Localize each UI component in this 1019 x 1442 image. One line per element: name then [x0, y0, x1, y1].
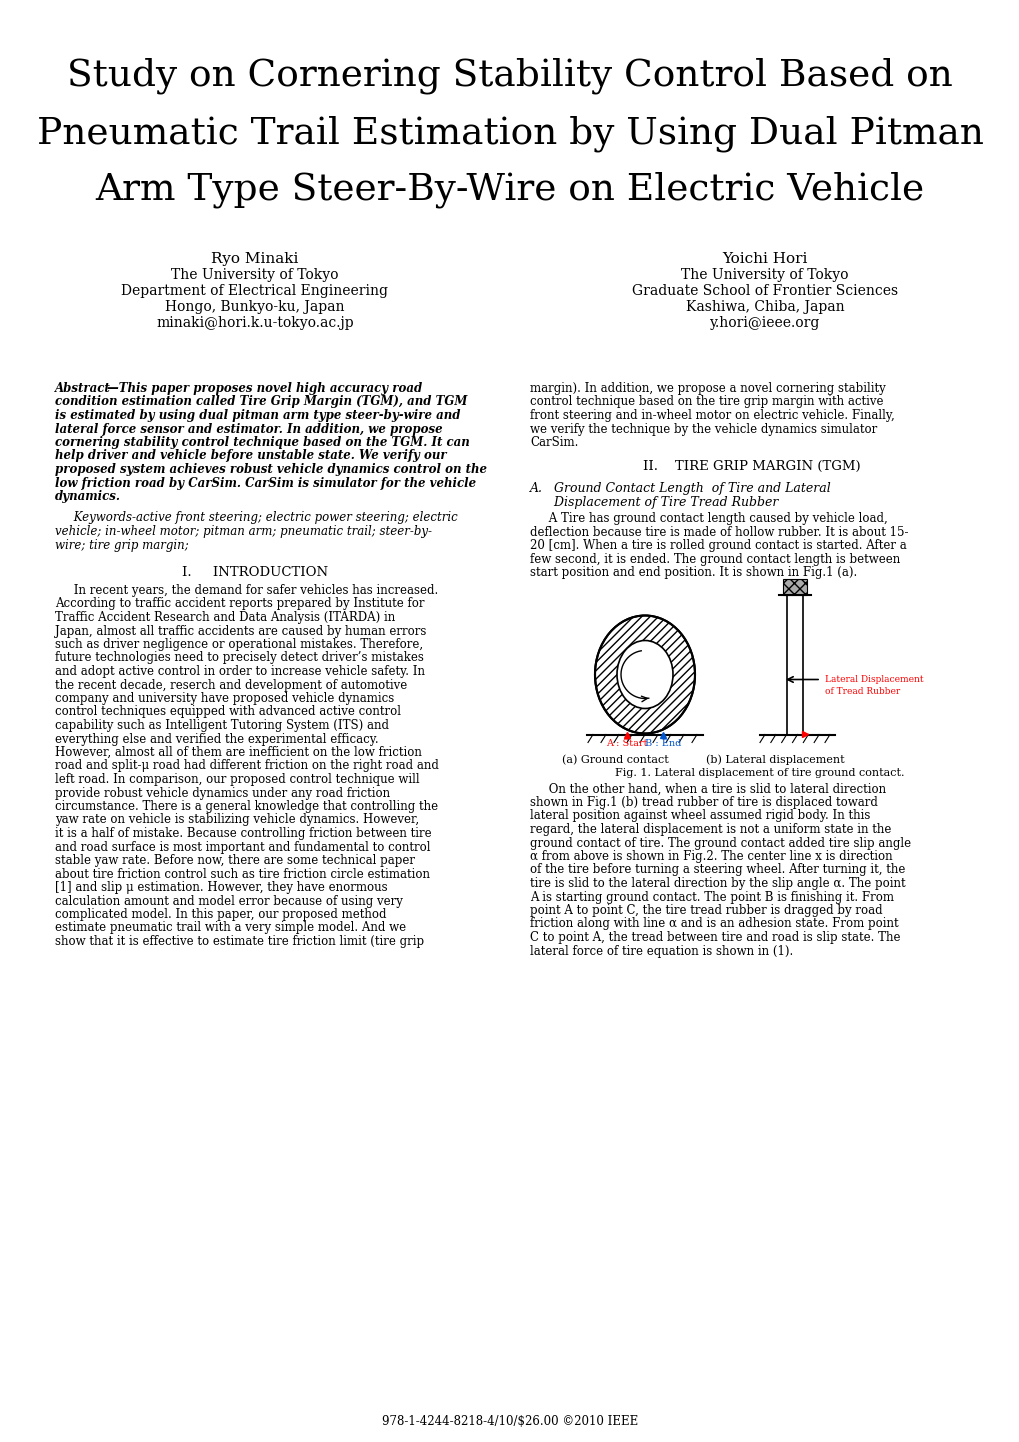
Text: A : Start: A : Start [605, 740, 647, 748]
Text: low friction road by CarSim. CarSim is simulator for the vehicle: low friction road by CarSim. CarSim is s… [55, 476, 476, 489]
Text: I.     INTRODUCTION: I. INTRODUCTION [181, 567, 328, 580]
Text: C to point A, the tread between tire and road is slip state. The: C to point A, the tread between tire and… [530, 932, 900, 945]
Text: is estimated by using dual pitman arm type steer-by-wire and: is estimated by using dual pitman arm ty… [55, 410, 460, 423]
Text: Kashiwa, Chiba, Japan: Kashiwa, Chiba, Japan [685, 300, 844, 314]
Text: dynamics.: dynamics. [55, 490, 121, 503]
Text: Arm Type Steer-By-Wire on Electric Vehicle: Arm Type Steer-By-Wire on Electric Vehic… [96, 172, 923, 209]
Bar [783, 578, 806, 594]
Bar [787, 594, 802, 734]
Text: of the tire before turning a steering wheel. After turning it, the: of the tire before turning a steering wh… [530, 864, 905, 877]
Text: (b) Lateral displacement: (b) Lateral displacement [705, 754, 844, 766]
Text: II.    TIRE GRIP MARGIN (TGM): II. TIRE GRIP MARGIN (TGM) [643, 460, 860, 473]
Text: few second, it is ended. The ground contact length is between: few second, it is ended. The ground cont… [530, 552, 900, 565]
Text: 20 [cm]. When a tire is rolled ground contact is started. After a: 20 [cm]. When a tire is rolled ground co… [530, 539, 906, 552]
Text: Fig. 1. Lateral displacement of tire ground contact.: Fig. 1. Lateral displacement of tire gro… [614, 769, 904, 779]
Text: Traffic Accident Research and Data Analysis (ITARDA) in: Traffic Accident Research and Data Analy… [55, 611, 395, 624]
Text: front steering and in-wheel motor on electric vehicle. Finally,: front steering and in-wheel motor on ele… [530, 410, 894, 423]
Ellipse shape [594, 616, 694, 734]
Text: we verify the technique by the vehicle dynamics simulator: we verify the technique by the vehicle d… [530, 423, 876, 435]
Text: company and university have proposed vehicle dynamics: company and university have proposed veh… [55, 692, 394, 705]
Text: yaw rate on vehicle is stabilizing vehicle dynamics. However,: yaw rate on vehicle is stabilizing vehic… [55, 813, 419, 826]
Text: According to traffic accident reports prepared by Institute for: According to traffic accident reports pr… [55, 597, 424, 610]
Text: Yoichi Hori: Yoichi Hori [721, 252, 807, 265]
Text: show that it is effective to estimate tire friction limit (tire grip: show that it is effective to estimate ti… [55, 934, 424, 947]
Text: lateral force sensor and estimator. In addition, we propose: lateral force sensor and estimator. In a… [55, 423, 442, 435]
Text: of Tread Rubber: of Tread Rubber [824, 686, 900, 695]
Text: point A to point C, the tire tread rubber is dragged by road: point A to point C, the tire tread rubbe… [530, 904, 881, 917]
Text: Displacement of Tire Tread Rubber: Displacement of Tire Tread Rubber [530, 496, 777, 509]
Text: condition estimation called Tire Grip Margin (TGM), and TGM: condition estimation called Tire Grip Ma… [55, 395, 467, 408]
Text: such as driver negligence or operational mistakes. Therefore,: such as driver negligence or operational… [55, 637, 423, 650]
Text: —This paper proposes novel high accuracy road: —This paper proposes novel high accuracy… [107, 382, 422, 395]
Text: road and split-μ road had different friction on the right road and: road and split-μ road had different fric… [55, 760, 438, 773]
Text: margin). In addition, we propose a novel cornering stability: margin). In addition, we propose a novel… [530, 382, 884, 395]
Text: minaki@hori.k.u-tokyo.ac.jp: minaki@hori.k.u-tokyo.ac.jp [156, 316, 354, 330]
Text: A.   Ground Contact Length  of Tire and Lateral: A. Ground Contact Length of Tire and Lat… [530, 482, 830, 495]
Text: Ryo Minaki: Ryo Minaki [211, 252, 299, 265]
Text: estimate pneumatic trail with a very simple model. And we: estimate pneumatic trail with a very sim… [55, 921, 406, 934]
Text: Abstract: Abstract [55, 382, 111, 395]
Text: However, almost all of them are inefficient on the low friction: However, almost all of them are ineffici… [55, 746, 422, 758]
Text: it is a half of mistake. Because controlling friction between tire: it is a half of mistake. Because control… [55, 828, 431, 841]
Text: lateral position against wheel assumed rigid body. In this: lateral position against wheel assumed r… [530, 809, 869, 822]
Text: start position and end position. It is shown in Fig.1 (a).: start position and end position. It is s… [530, 567, 856, 580]
Text: A is starting ground contact. The point B is finishing it. From: A is starting ground contact. The point … [530, 891, 893, 904]
Text: The University of Tokyo: The University of Tokyo [171, 268, 338, 283]
Text: Pneumatic Trail Estimation by Using Dual Pitman: Pneumatic Trail Estimation by Using Dual… [37, 115, 982, 151]
Text: The University of Tokyo: The University of Tokyo [681, 268, 848, 283]
Text: y.hori@ieee.org: y.hori@ieee.org [709, 316, 819, 330]
Text: deflection because tire is made of hollow rubber. It is about 15-: deflection because tire is made of hollo… [530, 525, 908, 538]
Text: friction along with line α and is an adhesion state. From point: friction along with line α and is an adh… [530, 917, 898, 930]
Text: capability such as Intelligent Tutoring System (ITS) and: capability such as Intelligent Tutoring … [55, 720, 388, 733]
Text: control technique based on the tire grip margin with active: control technique based on the tire grip… [530, 395, 882, 408]
Text: ground contact of tire. The ground contact added tire slip angle: ground contact of tire. The ground conta… [530, 836, 910, 849]
Text: the recent decade, reserch and development of automotive: the recent decade, reserch and developme… [55, 679, 407, 692]
Text: Keywords-active front steering; electric power steering; electric: Keywords-active front steering; electric… [55, 512, 458, 525]
Text: CarSim.: CarSim. [530, 435, 578, 448]
Text: Department of Electrical Engineering: Department of Electrical Engineering [121, 284, 388, 298]
Text: Japan, almost all traffic accidents are caused by human errors: Japan, almost all traffic accidents are … [55, 624, 426, 637]
Text: wire; tire grip margin;: wire; tire grip margin; [55, 538, 189, 551]
Text: about tire friction control such as tire friction circle estimation: about tire friction control such as tire… [55, 868, 430, 881]
Text: stable yaw rate. Before now, there are some technical paper: stable yaw rate. Before now, there are s… [55, 854, 415, 867]
Text: calculation amount and model error because of using very: calculation amount and model error becau… [55, 894, 403, 907]
Text: proposed system achieves robust vehicle dynamics control on the: proposed system achieves robust vehicle … [55, 463, 486, 476]
Text: everything else and verified the experimental efficacy.: everything else and verified the experim… [55, 733, 378, 746]
Text: and adopt active control in order to increase vehicle safety. In: and adopt active control in order to inc… [55, 665, 425, 678]
Text: Lateral Displacement: Lateral Displacement [824, 675, 923, 684]
Text: Study on Cornering Stability Control Based on: Study on Cornering Stability Control Bas… [67, 58, 952, 95]
Text: circumstance. There is a general knowledge that controlling the: circumstance. There is a general knowled… [55, 800, 438, 813]
Text: Graduate School of Frontier Sciences: Graduate School of Frontier Sciences [632, 284, 897, 298]
Text: tire is slid to the lateral direction by the slip angle α. The point: tire is slid to the lateral direction by… [530, 877, 905, 890]
Text: and road surface is most important and fundamental to control: and road surface is most important and f… [55, 841, 430, 854]
Text: α from above is shown in Fig.2. The center line x is direction: α from above is shown in Fig.2. The cent… [530, 849, 892, 862]
Text: help driver and vehicle before unstable state. We verify our: help driver and vehicle before unstable … [55, 450, 446, 463]
Text: In recent years, the demand for safer vehicles has increased.: In recent years, the demand for safer ve… [55, 584, 438, 597]
Text: future technologies need to precisely detect driver’s mistakes: future technologies need to precisely de… [55, 652, 424, 665]
Ellipse shape [616, 640, 673, 708]
Text: A Tire has ground contact length caused by vehicle load,: A Tire has ground contact length caused … [530, 512, 887, 525]
Text: 978-1-4244-8218-4/10/$26.00 ©2010 IEEE: 978-1-4244-8218-4/10/$26.00 ©2010 IEEE [381, 1415, 638, 1428]
Text: lateral force of tire equation is shown in (1).: lateral force of tire equation is shown … [530, 945, 793, 957]
Text: control techniques equipped with advanced active control: control techniques equipped with advance… [55, 705, 400, 718]
Text: (a) Ground contact: (a) Ground contact [561, 754, 667, 764]
Text: complicated model. In this paper, our proposed method: complicated model. In this paper, our pr… [55, 908, 386, 921]
Text: B : End: B : End [644, 740, 681, 748]
Text: shown in Fig.1 (b) tread rubber of tire is displaced toward: shown in Fig.1 (b) tread rubber of tire … [530, 796, 877, 809]
Text: [1] and slip μ estimation. However, they have enormous: [1] and slip μ estimation. However, they… [55, 881, 387, 894]
Text: provide robust vehicle dynamics under any road friction: provide robust vehicle dynamics under an… [55, 786, 389, 799]
Text: Hongo, Bunkyo-ku, Japan: Hongo, Bunkyo-ku, Japan [165, 300, 344, 314]
Text: left road. In comparison, our proposed control technique will: left road. In comparison, our proposed c… [55, 773, 419, 786]
Text: cornering stability control technique based on the TGM. It can: cornering stability control technique ba… [55, 435, 470, 448]
Text: On the other hand, when a tire is slid to lateral direction: On the other hand, when a tire is slid t… [530, 783, 886, 796]
Text: regard, the lateral displacement is not a uniform state in the: regard, the lateral displacement is not … [530, 823, 891, 836]
Text: vehicle; in-wheel motor; pitman arm; pneumatic trail; steer-by-: vehicle; in-wheel motor; pitman arm; pne… [55, 525, 432, 538]
